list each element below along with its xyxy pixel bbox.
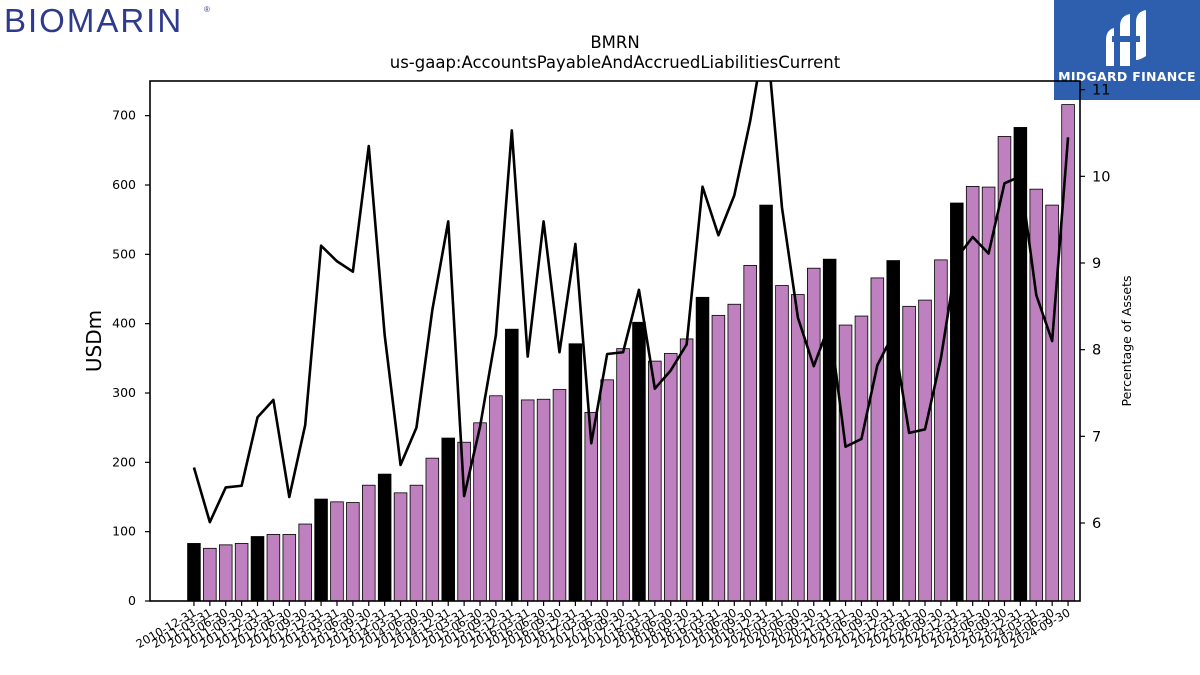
bar-2020-09-30 [807, 267, 821, 602]
y2-tick-label: 6 [1092, 516, 1101, 532]
x-axis-ticks: 2010-12-312011-03-312011-06-302011-09-30… [134, 601, 1073, 651]
y-axis-ticks: 0 100 200 300 400 500 600 700 [112, 108, 150, 608]
bar-2013-06-30 [346, 502, 360, 602]
y-tick-label: 200 [112, 454, 136, 469]
axes [149, 80, 1081, 602]
bar-2023-03-31 [965, 185, 980, 602]
bar-2011-12-31 [250, 536, 265, 602]
bar-2013-12-31 [377, 473, 392, 602]
bar-2011-09-30 [234, 543, 249, 602]
midgard-emblem-icon [1106, 10, 1146, 66]
y2-axis-label: Percentage of Assets [1119, 276, 1134, 407]
bar-2020-03-31 [775, 285, 789, 602]
y2-tick-label: 9 [1092, 256, 1101, 272]
bar-2014-12-31 [441, 437, 455, 602]
bar-2019-12-31 [759, 204, 773, 602]
bar-2018-12-31 [695, 296, 710, 602]
bar-2015-12-31 [505, 328, 519, 602]
bar-2020-06-30 [791, 294, 805, 602]
bar-2022-06-30 [918, 299, 932, 602]
y-tick-label: 100 [112, 524, 136, 539]
bar-2012-09-30 [298, 523, 312, 602]
bar-2021-03-31 [838, 324, 853, 602]
bar-2021-12-31 [886, 260, 900, 602]
bar-2013-03-31 [330, 501, 344, 602]
bar-2014-09-30 [425, 457, 440, 602]
bar-2024-03-31 [1029, 188, 1044, 602]
y-tick-label: 600 [112, 177, 136, 192]
y2-axis-ticks: 6 7 8 9 10 11 [1080, 83, 1110, 532]
bar-2018-03-31 [648, 360, 662, 602]
biomarin-logo-text: BIOMARIN [4, 2, 183, 38]
bar-2020-12-31 [822, 258, 837, 602]
y2-tick-label: 11 [1092, 83, 1110, 99]
y-tick-label: 700 [112, 108, 136, 123]
bar-2019-03-31 [711, 314, 726, 602]
y2-tick-label: 10 [1092, 169, 1110, 185]
y2-tick-label: 8 [1092, 343, 1101, 359]
biomarin-trademark: ® [204, 5, 210, 14]
bar-2018-09-30 [679, 338, 694, 602]
line-series [192, 81, 1070, 524]
y-tick-label: 500 [112, 246, 136, 261]
chart-subtitle: us-gaap:AccountsPayableAndAccruedLiabili… [390, 53, 841, 72]
bar-2015-03-31 [457, 441, 471, 602]
bar-2016-06-30 [536, 398, 551, 602]
bar-2017-12-31 [632, 321, 646, 602]
bar-2016-03-31 [520, 399, 535, 602]
bar-2022-09-30 [934, 259, 948, 602]
y-tick-label: 0 [128, 593, 136, 608]
y2-tick-label: 7 [1092, 429, 1101, 445]
bar-series [187, 104, 1075, 602]
bar-2013-09-30 [362, 484, 376, 602]
bar-2012-03-31 [266, 534, 281, 602]
bar-2018-06-30 [663, 353, 678, 602]
bar-2021-09-30 [870, 277, 885, 602]
bar-2021-06-30 [854, 315, 869, 602]
y-axis-label: USDm [82, 310, 106, 372]
bar-2015-09-30 [489, 395, 503, 602]
bar-2011-06-30 [218, 544, 233, 602]
bar-2010-12-31 [187, 543, 201, 602]
plot-frame [149, 80, 1081, 602]
biomarin-logo-graphic: BIOMARIN ® [4, 2, 210, 39]
bar-2017-09-30 [616, 348, 630, 602]
bar-2016-12-31 [568, 343, 583, 602]
y-tick-label: 400 [112, 316, 136, 331]
bar-2024-06-30 [1045, 204, 1059, 602]
midgard-finance-logo: MIDGARD FINANCE [1054, 0, 1200, 100]
bar-2017-06-30 [600, 379, 614, 602]
bar-2019-06-30 [727, 303, 742, 602]
bar-2022-03-31 [902, 305, 916, 602]
bar-2012-06-30 [282, 534, 297, 602]
bar-2014-06-30 [409, 484, 424, 602]
y-tick-label: 300 [112, 385, 136, 400]
midgard-finance-brand: MIDGARD FINANCE [1058, 69, 1196, 84]
bar-2016-09-30 [552, 389, 567, 602]
chart-title: BMRN [590, 33, 639, 52]
percentage-of-assets-line [192, 81, 1070, 524]
bar-2014-03-31 [393, 492, 408, 602]
bar-2019-09-30 [743, 265, 757, 602]
bar-2011-03-31 [203, 547, 217, 602]
bar-2012-12-31 [314, 498, 328, 602]
bar-2023-12-31 [1013, 127, 1028, 602]
biomarin-logo: BIOMARIN ® [4, 2, 214, 39]
